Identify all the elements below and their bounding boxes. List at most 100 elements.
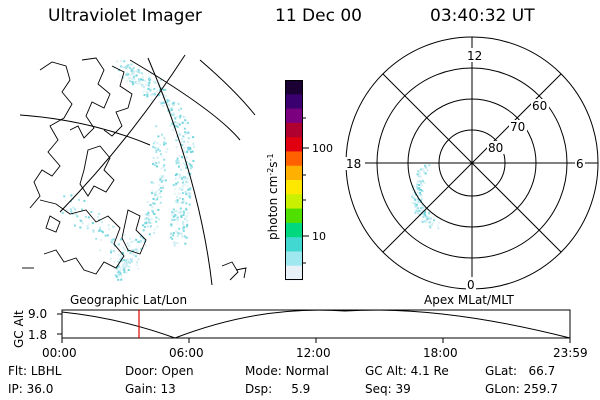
label-bg <box>466 48 480 62</box>
aurora-speck <box>140 247 142 250</box>
aurora-speck <box>179 107 182 110</box>
aurora-speck <box>143 238 145 241</box>
colorbar-swatch <box>285 237 303 252</box>
aurora-speck <box>174 174 177 177</box>
aurora-speck <box>147 219 150 222</box>
aurora-speck <box>179 176 182 179</box>
aurora-speck <box>99 226 102 229</box>
polar-mlt-18: 18 <box>346 157 361 171</box>
aurora-speck <box>186 223 189 226</box>
aurora-speck <box>160 190 163 193</box>
aurora-speck <box>172 102 175 105</box>
aurora-speck <box>129 261 132 264</box>
aurora-speck <box>179 116 181 119</box>
info-flt: Flt: LBHL <box>8 364 62 378</box>
aurora-speck <box>186 151 189 153</box>
aurora-speck <box>120 256 123 259</box>
aurora-speck <box>148 76 151 79</box>
aurora-speck <box>414 212 417 214</box>
aurora-speck <box>420 198 423 201</box>
aurora-speck <box>181 201 184 204</box>
aurora-speck <box>177 121 180 124</box>
polar-mlt-6: 6 <box>576 157 584 171</box>
label-bg <box>509 120 527 133</box>
aurora-speck <box>178 165 180 168</box>
aurora-speck <box>159 167 162 170</box>
aurora-speck <box>174 200 177 203</box>
aurora-speck <box>166 100 169 103</box>
aurora-speck <box>158 188 161 191</box>
aurora-speck <box>412 201 414 204</box>
aurora-speck <box>126 262 128 265</box>
aurora-speck <box>152 156 155 159</box>
aurora-speck <box>161 101 164 104</box>
aurora-speck <box>413 197 416 200</box>
aurora-speck <box>139 82 142 85</box>
aurora-speck <box>148 221 150 224</box>
label-bg <box>575 157 585 170</box>
aurora-speck <box>151 210 154 213</box>
aurora-speck <box>143 86 145 89</box>
aurora-speck <box>153 164 156 167</box>
aurora-speck <box>176 201 179 204</box>
aurora-speck <box>136 247 138 250</box>
aurora-speck <box>117 261 120 263</box>
aurora-speck <box>153 88 156 90</box>
aurora-speck <box>119 258 122 261</box>
aurora-speck <box>171 129 174 132</box>
aurora-speck <box>177 211 180 214</box>
aurora-speck <box>164 142 167 145</box>
aurora-speck <box>186 181 189 184</box>
polar-lat-80: 80 <box>488 141 503 155</box>
aurora-speck <box>180 141 183 143</box>
aurora-speck <box>137 251 140 254</box>
aurora-speck <box>113 238 115 241</box>
aurora-speck <box>178 175 181 177</box>
aurora-speck <box>421 189 424 192</box>
aurora-speck <box>157 161 160 164</box>
aurora-speck <box>420 194 422 196</box>
aurora-speck <box>184 225 187 228</box>
aurora-speck <box>420 207 423 210</box>
aurora-speck <box>134 81 137 84</box>
aurora-speck <box>185 207 187 210</box>
aurora-speck <box>187 140 190 143</box>
colorbar-swatch <box>285 265 303 281</box>
aurora-speck <box>179 207 182 210</box>
aurora-speck <box>180 232 183 235</box>
aurora-speck <box>188 192 191 195</box>
aurora-speck <box>180 201 183 204</box>
aurora-speck <box>423 210 426 213</box>
aurora-speck <box>188 163 191 165</box>
aurora-speck <box>187 173 190 176</box>
altitude-plot: GC Alt 9.0 1.8 00:00 06:00 12:00 18:00 2… <box>12 307 588 360</box>
aurora-speck <box>119 75 122 78</box>
aurora-speck <box>181 234 184 237</box>
polar-lat-70: 70 <box>510 120 525 134</box>
aurora-speck <box>174 188 177 191</box>
aurora-speck <box>117 278 120 281</box>
aurora-speck <box>144 79 146 82</box>
polar-mlt-0: 0 <box>467 278 475 292</box>
aurora-speck <box>127 261 130 264</box>
aurora-speck <box>145 221 148 224</box>
aurora-speck <box>156 142 159 144</box>
aurora-speck <box>107 224 110 227</box>
aurora-speck <box>170 232 173 235</box>
aurora-speck <box>185 202 188 205</box>
aurora-speck <box>118 273 121 276</box>
aurora-speck <box>428 218 431 221</box>
aurora-speck <box>156 85 159 88</box>
aurora-speck <box>165 95 168 98</box>
aurora-speck <box>118 270 121 273</box>
aurora-speck <box>129 73 132 76</box>
aurora-speck <box>182 179 185 182</box>
aurora-speck <box>71 213 74 215</box>
aurora-speck <box>50 201 53 204</box>
aurora-speck <box>87 223 90 226</box>
label-bg <box>345 157 365 170</box>
aurora-speck <box>416 194 419 197</box>
aurora-speck <box>179 114 182 117</box>
aurora-speck <box>172 232 175 235</box>
aurora-speck <box>126 242 129 245</box>
